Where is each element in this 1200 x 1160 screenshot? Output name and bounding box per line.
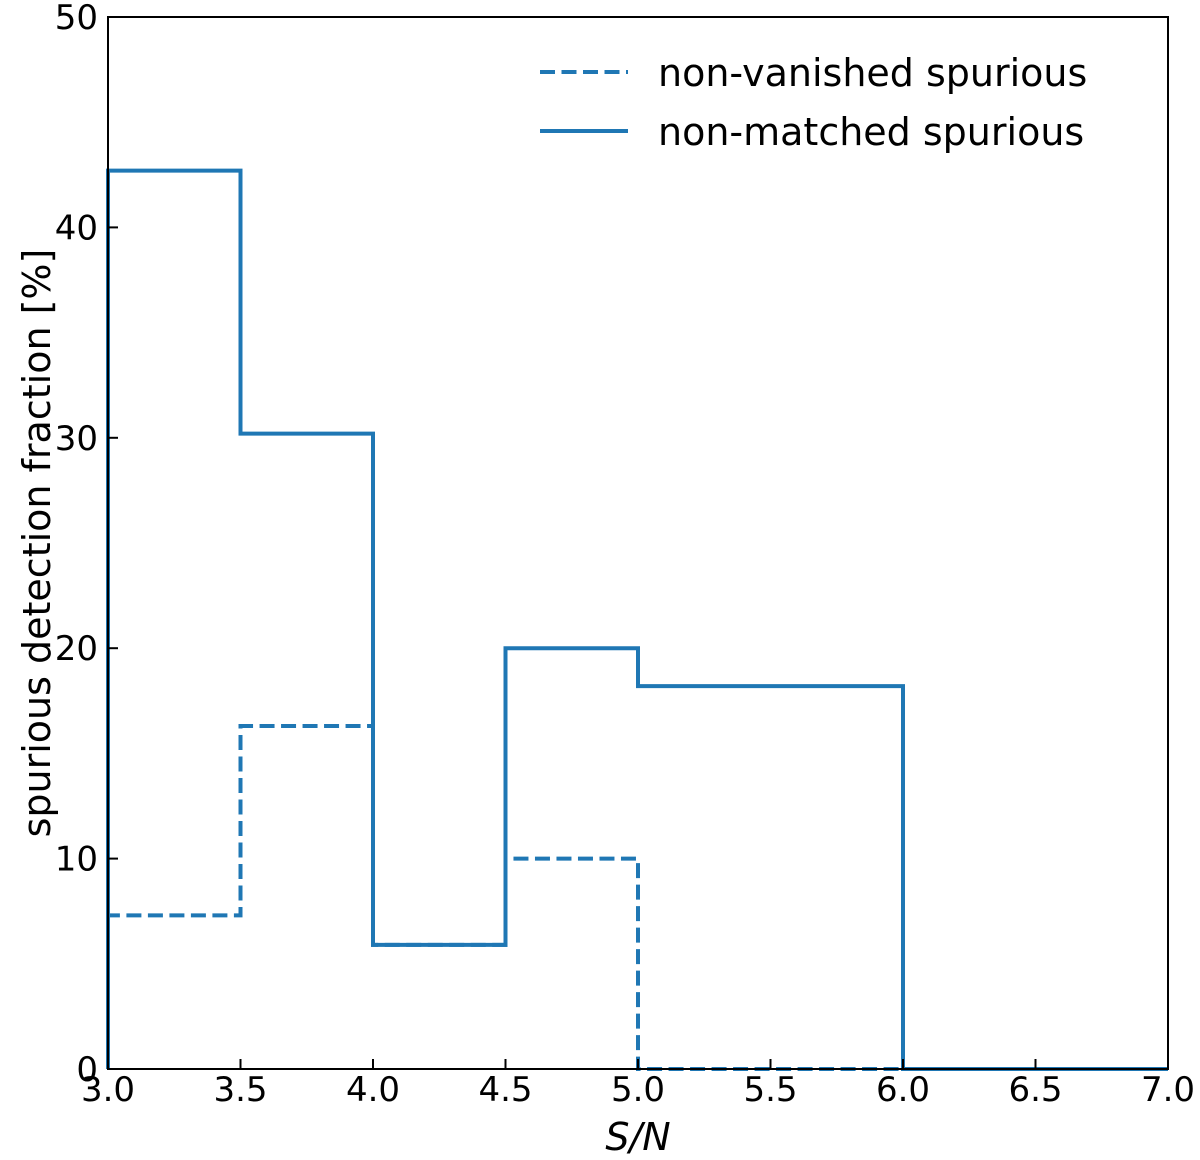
y-tick-label: 30: [55, 419, 98, 459]
y-tick-label: 40: [55, 208, 98, 248]
legend-label-non-matched: non-matched spurious: [658, 110, 1084, 154]
y-tick-label: 0: [76, 1050, 98, 1090]
series-layer: [106, 168, 1168, 1071]
x-axis-label: S/N: [605, 1115, 670, 1159]
x-tick-label: 5.0: [611, 1070, 665, 1110]
y-tick-label: 50: [55, 0, 98, 38]
y-tick-label: 20: [55, 629, 98, 669]
legend: non-vanished spurious non-matched spurio…: [540, 51, 1087, 154]
y-axis-label: spurious detection fraction [%]: [15, 249, 59, 838]
x-tick-label: 3.0: [81, 1070, 135, 1110]
ticks-layer: 3.0 3.5 4.0 4.5 5.0 5.5 6.0 6.5 7.0 0 10 20 30 40 50: [55, 0, 1195, 1110]
x-tick-label: 5.5: [743, 1070, 797, 1110]
series-line-non-matched: [106, 168, 1168, 1071]
x-tick-label: 4.0: [346, 1070, 400, 1110]
x-tick-label: 6.0: [876, 1070, 930, 1110]
legend-label-non-vanished: non-vanished spurious: [658, 51, 1087, 95]
x-tick-label: 7.0: [1141, 1070, 1195, 1110]
x-tick-label: 4.5: [478, 1070, 532, 1110]
x-tick-label: 6.5: [1008, 1070, 1062, 1110]
x-tick-label: 3.5: [213, 1070, 267, 1110]
series-line-non-vanished: [106, 724, 1168, 1071]
y-tick-label: 10: [55, 840, 98, 880]
